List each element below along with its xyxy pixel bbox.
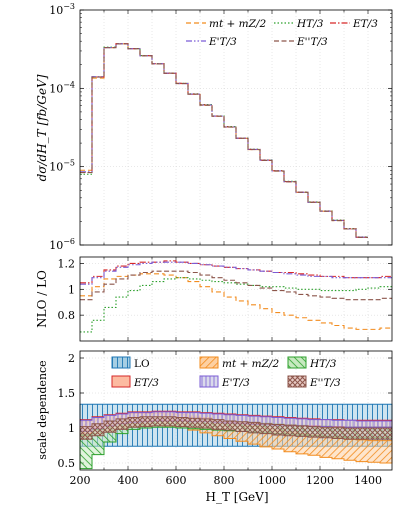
- legend-swatch-e-t-3: [199, 375, 219, 388]
- x-tick-label: 200: [70, 474, 91, 487]
- series-line-h-t-3: [80, 43, 368, 238]
- main-panel: 10−6 10−5 10−4 10−3 mt + mZ/2 HT/3 ET/3 E'T/3 E'…: [49, 2, 393, 252]
- x-tick-label: 600: [166, 474, 187, 487]
- legend-label: mt + mZ/2: [209, 18, 266, 30]
- legend-label: E''T/3: [296, 36, 328, 48]
- legend-label: ET/3: [133, 377, 159, 389]
- legend-label: HT/3: [309, 358, 337, 370]
- legend-swatch-m-t-m-z-2: [199, 356, 219, 369]
- ratio-line-m-t-m-z-2: [80, 273, 392, 330]
- legend-swatch-pattern: [200, 376, 218, 387]
- ratio-y-axis-label: NLO / LO: [35, 270, 49, 328]
- y-tick-label: 0.5: [58, 457, 76, 470]
- y-tick-label: 1: [68, 422, 75, 435]
- ratio-panel: 0.8 1 1.2: [58, 256, 393, 342]
- series-line-e-t-3: [80, 43, 368, 238]
- scale-dependence-panel: 0.5 1 1.5 2 200 400 600 800 1000 1200 1400 LO mt + m…: [58, 350, 393, 487]
- legend-swatch-e-t-3: [111, 375, 131, 388]
- main-y-axis-label: dσ/dH_T [fb/GeV]: [35, 74, 49, 181]
- y-tick-label: 10−6: [49, 237, 75, 252]
- ratio-line-e-t-3: [80, 261, 392, 285]
- x-tick-label: 1000: [258, 474, 286, 487]
- x-tick-label: 800: [214, 474, 235, 487]
- x-tick-label: 1400: [354, 474, 382, 487]
- legend-label: ET/3: [352, 18, 378, 30]
- ratio-line-e-t-3: [80, 270, 392, 301]
- y-tick-label: 1.2: [58, 257, 76, 270]
- y-tick-label: 2: [68, 352, 75, 365]
- legend-label: LO: [134, 358, 150, 370]
- legend-swatch-fill: [112, 376, 130, 387]
- legend-label: E'T/3: [221, 377, 250, 389]
- y-tick-label: 10−3: [49, 2, 75, 17]
- legend-label: mt + mZ/2: [222, 358, 279, 370]
- ratio-line-h-t-3: [80, 277, 392, 333]
- legend-swatch-pattern: [288, 376, 306, 387]
- x-tick-label: 400: [118, 474, 139, 487]
- legend-label: E''T/3: [309, 377, 341, 389]
- main-plot-frame: [79, 9, 393, 246]
- y-tick-label: 10−5: [49, 159, 75, 174]
- legend-swatch-pattern: [112, 357, 130, 368]
- y-tick-label: 1.5: [58, 387, 76, 400]
- y-tick-label: 0.8: [58, 309, 76, 322]
- legend-label: HT/3: [296, 18, 324, 30]
- band-pattern-e-t-3: [80, 416, 392, 440]
- legend-label: E'T/3: [208, 36, 237, 48]
- y-tick-label: 1: [68, 283, 75, 296]
- y-tick-label: 10−4: [49, 80, 75, 95]
- ratio-line-e-t-3: [80, 260, 392, 284]
- legend-swatch-pattern: [200, 357, 218, 368]
- legend-swatch-pattern: [288, 357, 306, 368]
- x-tick-label: 1200: [306, 474, 334, 487]
- scale-plot-frame: [79, 350, 393, 471]
- legend-swatch-lo: [111, 356, 131, 369]
- band-outline-e-t-3: [79, 416, 393, 440]
- scale-y-axis-label: scale dependence: [36, 360, 49, 459]
- ratio-plot-frame: [79, 256, 393, 342]
- x-axis-label: H_T [GeV]: [206, 490, 269, 504]
- legend-swatch-h-t-3: [287, 356, 307, 369]
- legend-swatch-e-t-3: [287, 375, 307, 388]
